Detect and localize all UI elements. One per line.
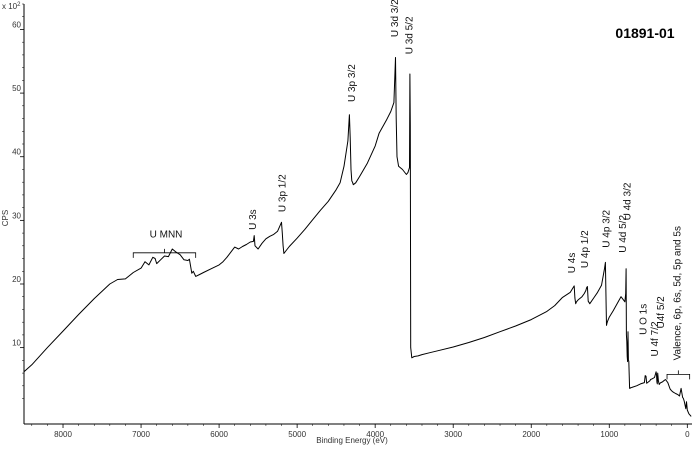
x-tick-label: 0 (685, 430, 690, 439)
x-tick-label: 3000 (444, 430, 462, 439)
peak-label: U 4p 3/2 (601, 209, 612, 247)
peak-label: U4f 5/2 (656, 296, 667, 329)
y-multiplier-exponent: 2 (17, 2, 21, 8)
peak-label: U 3s (248, 209, 259, 230)
y-tick-label: 40 (12, 148, 21, 157)
peak-label: U 3d 5/2 (405, 16, 416, 54)
tick-group: 8000 7000 6000 5000 4000 3000 2000 1000 0 10 20 30 4… (12, 3, 690, 439)
peak-label: U 3p 1/2 (277, 174, 288, 212)
peak-label: U 3p 3/2 (347, 64, 358, 102)
y-multiplier-label: x 102 (2, 2, 21, 11)
y-tick-label: 50 (12, 84, 21, 93)
x-tick-label: 1000 (600, 430, 618, 439)
spectrum-line (23, 57, 692, 417)
valence-bracket (666, 370, 691, 380)
chart-title: 01891-01 (615, 25, 674, 41)
peak-label: U 3d 3/2 (390, 0, 401, 37)
mnn-bracket (132, 248, 197, 258)
peak-label: U 4f 7/2 (650, 321, 661, 356)
y-tick-label: 10 (12, 339, 21, 348)
y-tick-label: 60 (12, 20, 21, 29)
x-tick-label: 5000 (288, 430, 306, 439)
peak-label: U 4s (567, 253, 578, 274)
peak-label: U O 1s (639, 304, 650, 335)
x-tick-label: 7000 (132, 430, 150, 439)
y-tick-label: 30 (12, 211, 21, 220)
peak-label: U MNN (150, 230, 183, 241)
peak-label: U 4d 3/2 (622, 182, 633, 220)
x-tick-label: 4000 (366, 430, 384, 439)
x-tick-label: 2000 (522, 430, 540, 439)
x-axis-label: Binding Energy (eV) (316, 436, 388, 445)
plot-area (23, 57, 692, 417)
peak-label: Valence, 6p, 6s, 5d, 5p and 5s (673, 226, 684, 360)
x-tick-label: 6000 (210, 430, 228, 439)
y-multiplier-base: x 10 (2, 2, 18, 11)
peak-annotations: U MNN U 3s U 3p 1/2 U 3p 3/2 U 3d 3/2 U 3d 5/… (132, 0, 691, 380)
axes (23, 4, 692, 425)
y-axis-label: CPS (1, 210, 10, 226)
x-tick-label: 8000 (54, 430, 72, 439)
peak-label: U 4p 1/2 (580, 230, 591, 268)
y-tick-label: 20 (12, 275, 21, 284)
peak-label: U 4d 5/2 (618, 215, 629, 253)
